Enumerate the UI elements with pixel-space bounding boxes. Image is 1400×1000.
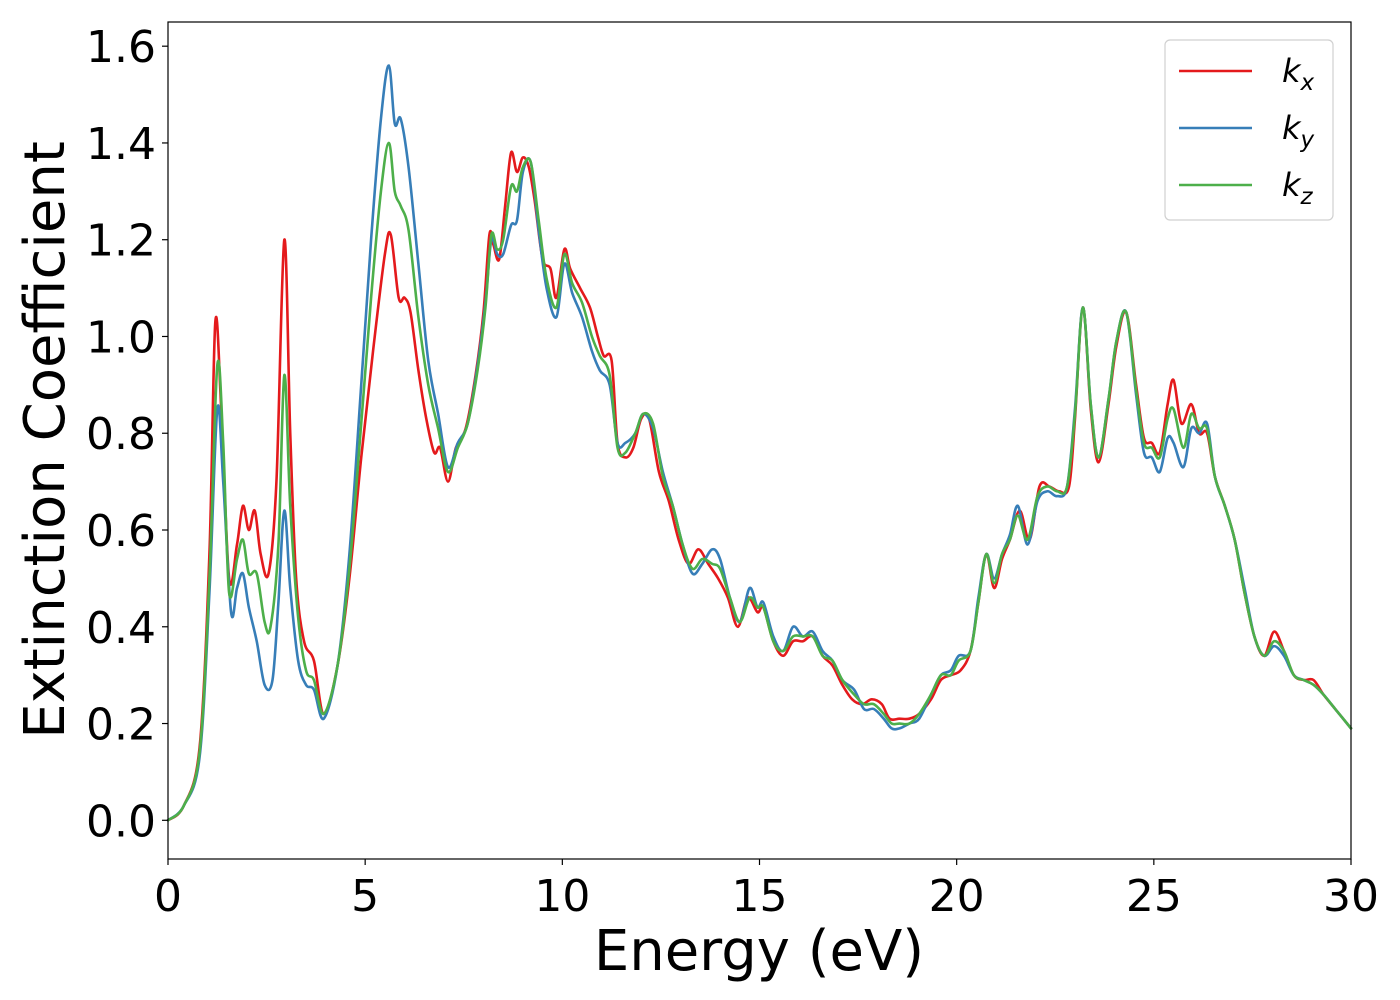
x-tick-label: 0 [154, 871, 182, 922]
x-tick-label: 10 [534, 871, 590, 922]
plot-background [168, 22, 1351, 859]
series-line-k-z [166, 141, 1353, 822]
y-tick-label: 0.4 [86, 603, 156, 654]
y-axis: 0.0 0.2 0.4 0.6 0.8 1.0 1.2 1.4 1.6 [86, 22, 168, 847]
legend-label-k-y: ky [1282, 109, 1315, 153]
x-tick-label: 30 [1323, 871, 1379, 922]
y-tick-label: 1.4 [86, 119, 156, 170]
y-tick-label: 0.6 [86, 506, 156, 557]
y-tick-label: 1.2 [86, 216, 156, 267]
y-tick-label: 0.8 [86, 409, 156, 460]
x-tick-label: 20 [929, 871, 985, 922]
x-axis-label: Energy (eV) [594, 919, 924, 984]
x-axis: 0 5 10 15 20 25 30 [154, 859, 1379, 922]
series-layer [166, 64, 1353, 822]
legend: kx ky kz [1164, 39, 1334, 221]
legend-label-k-x: kx [1282, 52, 1315, 96]
y-tick-label: 0.0 [86, 796, 156, 847]
legend-box [1164, 39, 1334, 221]
y-tick-label: 1.6 [86, 22, 156, 73]
y-tick-label: 0.2 [86, 700, 156, 751]
legend-label-k-z: kz [1282, 166, 1314, 210]
x-tick-label: 5 [351, 871, 379, 922]
y-axis-label: Extinction Coefficient [13, 141, 78, 739]
y-tick-label: 1.0 [86, 312, 156, 363]
x-tick-label: 15 [732, 871, 788, 922]
x-tick-label: 25 [1126, 871, 1182, 922]
